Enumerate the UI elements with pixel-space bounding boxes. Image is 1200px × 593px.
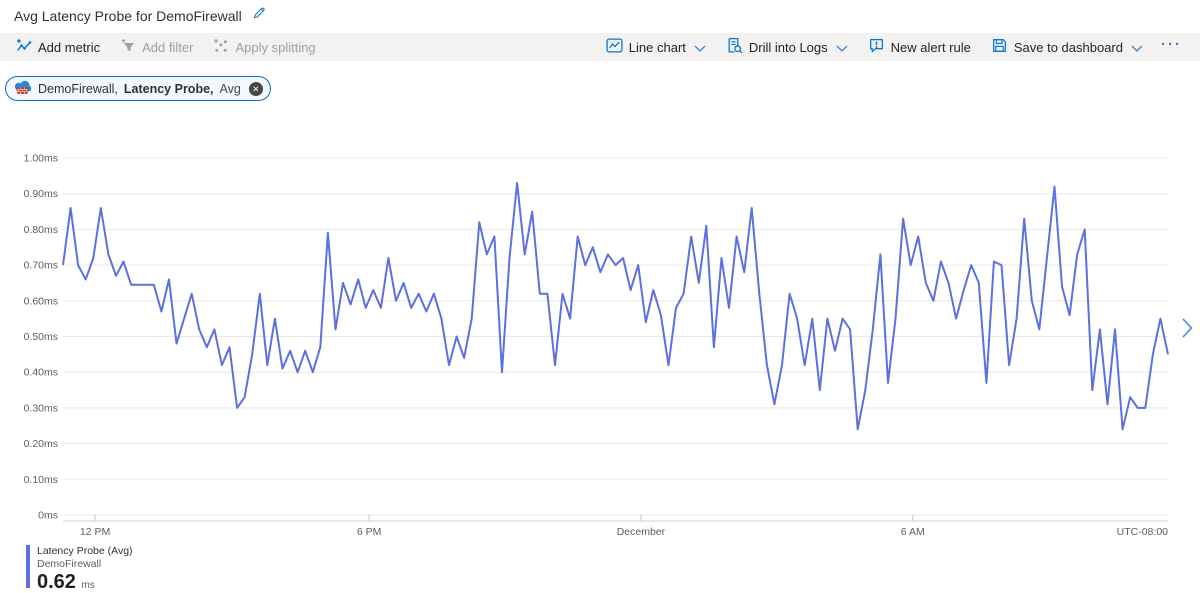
y-axis-tick-label: 0.30ms xyxy=(24,402,58,414)
save-icon xyxy=(991,37,1008,57)
remove-metric-icon[interactable]: ✕ xyxy=(248,81,263,96)
y-axis-tick-label: 0.10ms xyxy=(24,474,58,486)
legend-item[interactable]: Latency Probe (Avg) DemoFirewall 0.62 ms xyxy=(26,545,133,593)
chevron-down-icon xyxy=(836,40,848,55)
add-metric-label: Add metric xyxy=(38,39,101,55)
chart-gridlines xyxy=(63,157,1168,522)
legend-avg-value: 0.62 xyxy=(37,571,76,593)
legend-series-name: Latency Probe (Avg) xyxy=(37,545,133,557)
drill-into-logs-button[interactable]: Drill into Logs xyxy=(716,33,858,61)
drill-into-logs-icon xyxy=(726,37,743,57)
line-chart-icon xyxy=(606,37,623,57)
y-axis-tick-label: 0.40ms xyxy=(24,367,58,379)
chevron-down-icon xyxy=(1131,40,1143,55)
chart-series-layer xyxy=(62,182,1169,431)
filter-icon xyxy=(120,38,136,57)
chart-toolbar: Add metric Add filter Apply xyxy=(0,33,1200,61)
save-to-dashboard-button[interactable]: Save to dashboard xyxy=(981,33,1153,61)
metric-pill-row: DemoFirewall, Latency Probe, Avg ✕ xyxy=(5,76,271,101)
scroll-chart-right-button[interactable] xyxy=(1181,316,1194,345)
x-axis-timezone-label: UTC-08:00 xyxy=(1117,526,1169,538)
metrics-line-chart[interactable]: 1.00ms 0.90ms 0.80ms 0.70ms 0.60ms 0.50m… xyxy=(0,150,1200,560)
x-axis-tick-label: 6 AM xyxy=(901,526,925,538)
chart-title-row: Avg Latency Probe for DemoFirewall xyxy=(14,5,266,26)
pill-metric-label: Latency Probe, xyxy=(123,81,214,96)
edit-title-icon[interactable] xyxy=(251,6,266,26)
chart-type-label: Line chart xyxy=(628,39,686,55)
legend-text-block: Latency Probe (Avg) DemoFirewall 0.62 ms xyxy=(37,545,133,593)
y-axis-tick-label: 0.70ms xyxy=(24,260,58,272)
legend-value-row: 0.62 ms xyxy=(37,571,133,593)
apply-splitting-icon xyxy=(213,38,229,57)
chevron-down-icon xyxy=(694,40,706,55)
y-axis-tick-label: 0.20ms xyxy=(24,438,58,450)
new-alert-rule-label: New alert rule xyxy=(890,39,971,55)
x-axis-tick-label: December xyxy=(617,526,666,538)
y-axis-tick-label: 1.00ms xyxy=(24,153,58,165)
drill-into-logs-label: Drill into Logs xyxy=(748,39,828,55)
more-options-button[interactable]: ··· xyxy=(1153,33,1190,61)
metric-pill[interactable]: DemoFirewall, Latency Probe, Avg ✕ xyxy=(5,76,271,101)
y-axis-tick-label: 0.90ms xyxy=(24,188,58,200)
add-metric-button[interactable]: Add metric xyxy=(6,33,110,61)
add-metric-icon xyxy=(16,38,32,57)
chart-type-button[interactable]: Line chart xyxy=(596,33,716,61)
y-axis-tick-label: 0ms xyxy=(38,510,58,522)
apply-splitting-button[interactable]: Apply splitting xyxy=(203,33,325,61)
alert-icon xyxy=(868,37,885,57)
toolbar-right-group: Line chart Drill into Logs xyxy=(596,33,1190,61)
apply-splitting-label: Apply splitting xyxy=(235,39,316,55)
y-axis-tick-label: 0.60ms xyxy=(24,295,58,307)
new-alert-rule-button[interactable]: New alert rule xyxy=(858,33,981,61)
legend-resource-name: DemoFirewall xyxy=(37,558,102,570)
page-title: Avg Latency Probe for DemoFirewall xyxy=(14,7,242,24)
y-axis-tick-label: 0.80ms xyxy=(24,224,58,236)
save-to-dashboard-label: Save to dashboard xyxy=(1013,39,1123,55)
add-filter-button[interactable]: Add filter xyxy=(110,33,203,61)
y-axis-tick-label: 0.50ms xyxy=(24,331,58,343)
x-axis: 12 PM 6 PM December 6 AM UTC-08:00 xyxy=(80,515,1168,538)
firewall-icon xyxy=(13,80,32,98)
y-axis-labels: 1.00ms 0.90ms 0.80ms 0.70ms 0.60ms 0.50m… xyxy=(24,153,58,522)
legend-avg-unit: ms xyxy=(81,580,95,591)
latency-probe-series-line xyxy=(62,182,1169,431)
pill-resource-label: DemoFirewall, xyxy=(38,81,118,96)
x-axis-tick-label: 12 PM xyxy=(80,526,110,538)
series-color-bar xyxy=(26,545,30,588)
add-filter-label: Add filter xyxy=(142,39,194,55)
pill-aggregation-label: Avg xyxy=(219,81,241,96)
x-axis-tick-label: 6 PM xyxy=(357,526,382,538)
